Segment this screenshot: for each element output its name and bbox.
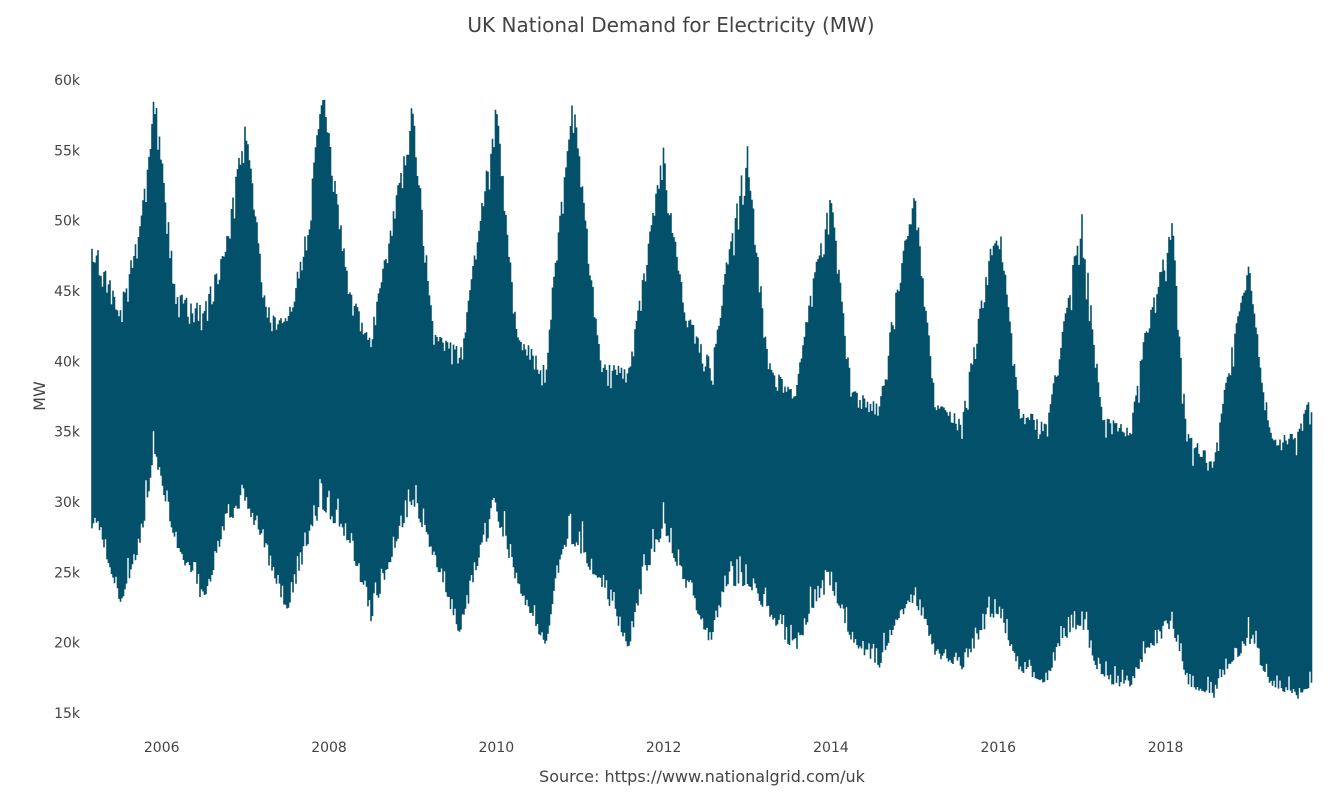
x-tick-label: 2006	[144, 740, 180, 756]
x-tick-label: 2010	[479, 740, 515, 756]
x-tick-label: 2008	[311, 740, 347, 756]
y-tick-label: 30k	[54, 495, 81, 511]
x-tick-label: 2012	[646, 740, 682, 756]
y-tick-label: 50k	[54, 214, 81, 230]
demand-trace	[91, 99, 1313, 699]
y-axis-label: MW	[30, 381, 49, 411]
y-tick-label: 15k	[54, 706, 81, 722]
x-tick-label: 2018	[1148, 740, 1184, 756]
x-tick-label: 2016	[980, 740, 1016, 756]
chart-title: UK National Demand for Electricity (MW)	[467, 13, 874, 37]
y-tick-label: 45k	[54, 284, 81, 300]
demand-series	[91, 99, 1313, 699]
y-tick-label: 20k	[54, 636, 81, 652]
x-axis: 2006 2008 2010 2012 2014 2016 2018	[144, 740, 1184, 756]
x-tick-label: 2014	[813, 740, 849, 756]
x-axis-label: Source: https://www.nationalgrid.com/uk	[539, 767, 866, 786]
y-tick-label: 60k	[54, 73, 81, 89]
y-axis: 15k 20k 25k 30k 35k 40k 45k 50k 55k 60k	[54, 73, 81, 722]
y-tick-label: 40k	[54, 354, 81, 370]
y-tick-label: 25k	[54, 565, 81, 581]
y-tick-label: 35k	[54, 425, 81, 441]
y-tick-label: 55k	[54, 143, 81, 159]
